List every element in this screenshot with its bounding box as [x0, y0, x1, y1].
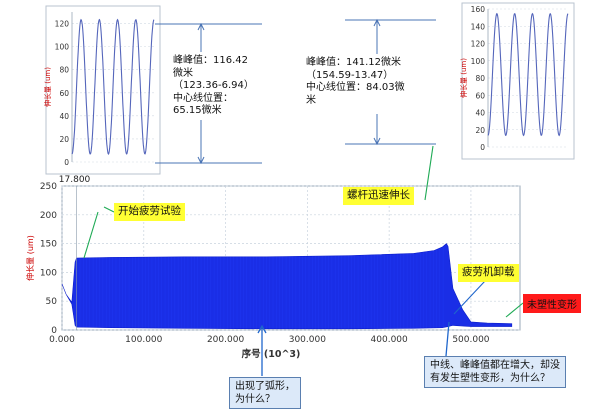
inset-left-y-axis-label: 伸长量 (um): [43, 67, 52, 107]
inset-left-y-tick-label: 40: [59, 112, 69, 121]
right-measurement-line: （154.59-13.47）: [306, 69, 394, 81]
left-note-backdrop: [172, 52, 265, 120]
inset-left-sine-line: [71, 18, 155, 156]
no-plastic-question-line: 有发生塑性变形，为什么？: [430, 373, 550, 384]
inset-right-y-tick-label: 80: [475, 74, 485, 83]
unload-pointer-line: [453, 280, 486, 315]
left-measurement-note: 峰峰值：116.42 微米 （123.36-6.94） 中心线位置： 65.15…: [173, 55, 254, 118]
inset-right-y-tick-label: 40: [475, 109, 485, 118]
inset-right-y-tick-label: 160: [471, 5, 486, 14]
left-measurement-line: （123.36-6.94）: [173, 80, 254, 91]
right-measurement-line: 峰峰值：141.12微米: [306, 57, 401, 68]
inset-right-y-tick-label: 60: [475, 91, 485, 100]
left-measurement-line: 65.15微米: [173, 105, 222, 116]
no-plastic-pointer-line: [445, 321, 450, 357]
no-plastic-deformation-label: 未塑性变形: [523, 294, 581, 313]
inset-left-y-tick-label: 20: [59, 135, 69, 144]
right-measurement-note: 峰峰值：141.12微米 （154.59-13.47） 中心线位置：84.03微…: [306, 57, 405, 107]
start-pointer-line: [83, 211, 99, 259]
inset-right-y-tick-label: 140: [471, 22, 486, 31]
inset-right-sine-line: [487, 12, 569, 137]
inset-left-y-tick-label: 120: [55, 20, 70, 29]
start-marker-label: 17.800: [59, 175, 91, 185]
inset-right-y-tick-label: 120: [471, 40, 486, 49]
main-x-tick-label: 200.000: [207, 335, 244, 345]
main-y-tick-label: 0: [51, 326, 57, 336]
inset-right-y-axis-label: 伸长量 (um): [459, 58, 468, 98]
inset-left-y-tick-label: 0: [64, 158, 69, 167]
right-measurement-line: 中心线位置：84.03微: [306, 82, 405, 93]
main-series-band: [61, 243, 513, 330]
inset-left-y-tick-label: 80: [59, 66, 69, 75]
arc-question-line: 为什么？: [235, 394, 275, 405]
unload-label: 疲劳机卸载: [458, 264, 519, 282]
inset-right-y-tick-label: 100: [471, 57, 486, 66]
main-x-axis-label: 序号 (10^3): [242, 348, 301, 360]
main-y-tick-label: 100: [40, 268, 57, 278]
no-plastic-question-callout: 中线、峰峰值都在增大，却没 有发生塑性变形，为什么？: [424, 356, 566, 388]
main-x-tick-label: 100.000: [125, 335, 162, 345]
main-y-tick-label: 250: [40, 182, 57, 192]
start-fatigue-label: 开始疲劳试验: [114, 203, 185, 221]
arc-pointer-arrow: [257, 324, 267, 334]
arc-question-line: 出现了弧形，: [235, 381, 295, 392]
left-measurement-line: 中心线位置：: [173, 92, 233, 104]
inset-right-y-tick-label: 0: [480, 143, 485, 152]
inset-left-y-tick-label: 100: [55, 43, 70, 52]
main-x-tick-label: 500.000: [452, 335, 489, 345]
main-x-tick-label: 0.000: [49, 335, 75, 345]
main-y-tick-label: 150: [40, 240, 57, 250]
main-x-tick-label: 400.000: [371, 335, 408, 345]
stretch-pointer-line: [424, 145, 434, 201]
main-y-tick-label: 50: [46, 297, 58, 307]
main-y-axis-label: 伸长量 (um): [25, 235, 35, 281]
rapid-stretch-label: 螺杆迅速伸长: [343, 187, 414, 205]
inset-left-y-tick-label: 60: [59, 89, 69, 98]
left-measurement-line: 微米: [173, 67, 193, 79]
plastic-pointer-line: [505, 302, 524, 318]
main-y-tick-label: 200: [40, 211, 57, 221]
main-x-tick-label: 300.000: [289, 335, 326, 345]
right-measurement-line: 米: [306, 94, 316, 106]
no-plastic-question-line: 中线、峰峰值都在增大，却没: [430, 360, 560, 371]
start-pointer-hook: [103, 206, 115, 213]
right-note-backdrop: [305, 54, 429, 114]
arc-question-callout: 出现了弧形， 为什么？: [229, 377, 301, 409]
left-measurement-line: 峰峰值：116.42: [173, 55, 248, 66]
inset-right-y-tick-label: 20: [475, 126, 485, 135]
